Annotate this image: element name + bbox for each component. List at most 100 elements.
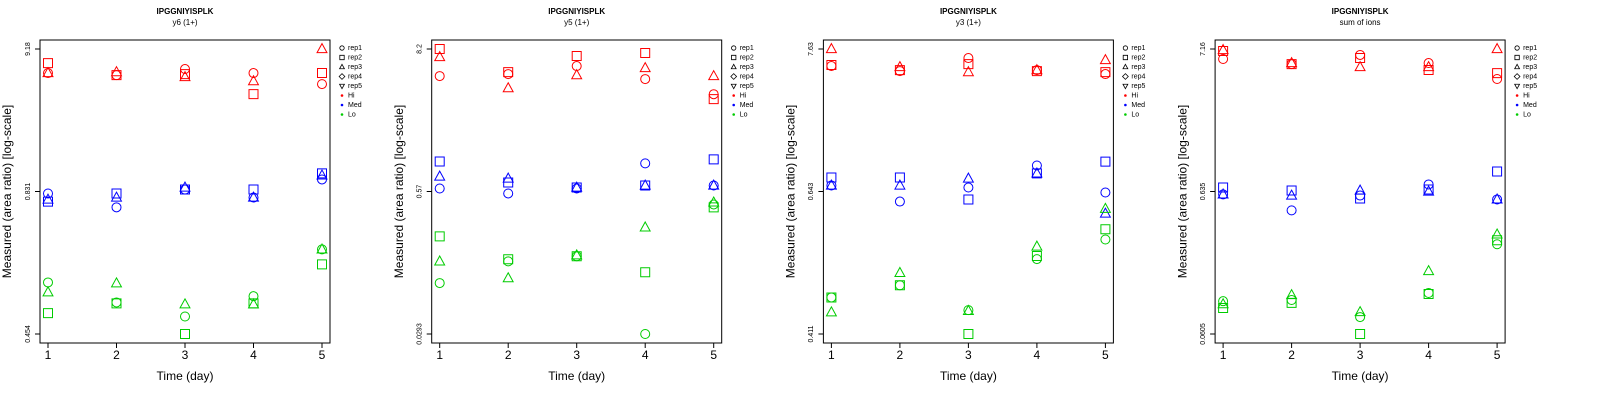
y-tick-label: 0.831 (25, 183, 32, 201)
data-point (639, 220, 651, 232)
chart-title: IPGGNIYISPLK (548, 7, 605, 16)
legend-symbol (1513, 73, 1521, 80)
data-point (247, 74, 260, 86)
legend-swatch (732, 113, 735, 116)
data-point (503, 69, 514, 80)
data-point (111, 202, 122, 213)
chart-subtitle: y6 (1+) (172, 18, 197, 27)
legend-swatch (340, 94, 344, 97)
data-point (640, 47, 651, 58)
data-point (248, 291, 259, 302)
data-point (1354, 60, 1366, 72)
data-point (1218, 303, 1229, 314)
y-tick-label: 0.411 (808, 325, 815, 342)
legend-swatch (1515, 94, 1519, 97)
data-point (317, 68, 327, 79)
data-point (640, 74, 651, 85)
x-tick-label: 2 (1288, 348, 1295, 362)
legend-label: rep2 (1131, 54, 1145, 61)
legend-swatch (1515, 103, 1519, 107)
data-point (1492, 74, 1503, 84)
data-point (962, 304, 975, 315)
legend-label: Hi (348, 92, 355, 99)
data-point (640, 329, 651, 339)
legend-symbol (731, 54, 737, 61)
data-point (640, 158, 651, 169)
data-point (1099, 53, 1112, 65)
y-tick-label: 0.454 (25, 325, 32, 343)
data-point (111, 188, 122, 199)
data-point (317, 79, 328, 90)
data-point (316, 169, 328, 180)
legend-label: Lo (1131, 111, 1139, 118)
data-point (826, 172, 837, 183)
x-tick-label: 1 (828, 348, 835, 362)
data-point (180, 69, 190, 80)
data-point (1355, 312, 1366, 323)
legend-symbol (730, 63, 737, 70)
data-point (962, 172, 975, 183)
data-point (248, 184, 259, 195)
data-point (825, 305, 838, 317)
chart-title: IPGGNIYISPLK (940, 7, 997, 16)
legend-symbol (1121, 73, 1129, 80)
legend-symbol (730, 73, 738, 80)
data-point (1492, 239, 1503, 250)
legend-label: rep2 (1523, 54, 1537, 61)
y-axis-label: Measured (area ratio) [log-scale] (0, 105, 14, 278)
data-point (1423, 65, 1434, 76)
data-point (1031, 168, 1042, 179)
legend-symbol (1514, 45, 1520, 51)
data-point (433, 254, 446, 266)
y-tick-label: 0.0605 (1200, 323, 1207, 345)
data-point (1217, 43, 1229, 55)
data-point (42, 193, 54, 204)
legend-symbol (1122, 54, 1129, 61)
legend-swatch (732, 103, 735, 107)
x-axis-label: Time (day) (157, 369, 214, 383)
data-point (640, 180, 651, 191)
legend-symbol (1122, 63, 1129, 70)
legend-label: rep5 (1131, 83, 1145, 90)
data-point (180, 329, 190, 339)
legend-label: rep3 (1523, 64, 1537, 71)
chart-title: IPGGNIYISPLK (157, 7, 214, 16)
data-point (316, 42, 328, 54)
chart-subtitle: sum of ions (1340, 18, 1381, 27)
data-point (1491, 42, 1503, 54)
data-point (1100, 224, 1111, 235)
data-point (639, 179, 651, 190)
x-axis-label: Time (day) (1332, 369, 1389, 383)
x-tick-label: 3 (182, 348, 189, 362)
data-point (503, 188, 514, 199)
x-tick-label: 1 (45, 348, 52, 362)
legend-symbol (338, 73, 346, 80)
legend-symbol (1514, 54, 1520, 61)
legend-label: Hi (1523, 92, 1530, 99)
data-point (894, 266, 906, 277)
y-tick-label: 0.635 (1200, 183, 1207, 201)
x-tick-label: 5 (1102, 348, 1109, 362)
data-point (1355, 53, 1366, 64)
data-point (1031, 166, 1043, 178)
data-point (1100, 67, 1111, 78)
data-point (1100, 156, 1111, 167)
data-point (894, 179, 906, 190)
data-point (570, 248, 583, 260)
legend-swatch (732, 94, 735, 97)
legend-swatch (1124, 94, 1127, 97)
data-point (316, 242, 328, 254)
x-tick-label: 5 (710, 348, 717, 362)
data-point (1031, 251, 1042, 262)
data-point (1285, 288, 1298, 300)
data-point (708, 94, 719, 105)
data-point (503, 177, 514, 188)
data-point (503, 67, 514, 78)
x-tick-label: 3 (573, 348, 580, 362)
data-point (826, 59, 837, 70)
data-point (826, 292, 837, 303)
data-point (571, 61, 582, 72)
data-point (1031, 254, 1042, 265)
legend-label: rep4 (740, 73, 754, 80)
data-point (43, 277, 54, 288)
